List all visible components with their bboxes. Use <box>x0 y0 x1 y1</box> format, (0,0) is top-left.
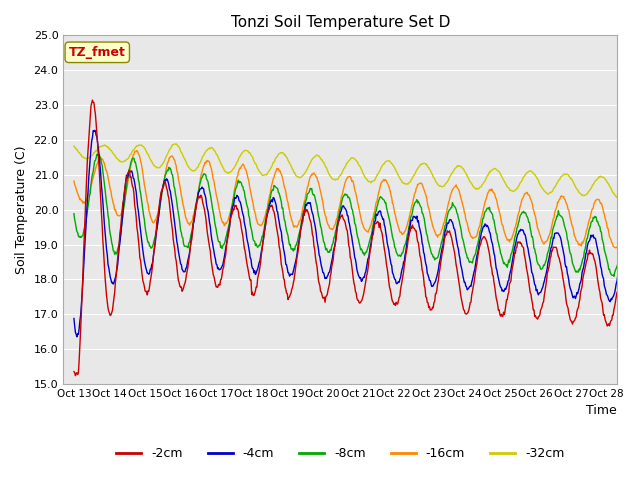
Title: Tonzi Soil Temperature Set D: Tonzi Soil Temperature Set D <box>230 15 450 30</box>
Text: TZ_fmet: TZ_fmet <box>69 46 125 59</box>
X-axis label: Time: Time <box>586 405 617 418</box>
Y-axis label: Soil Temperature (C): Soil Temperature (C) <box>15 145 28 274</box>
Legend: -2cm, -4cm, -8cm, -16cm, -32cm: -2cm, -4cm, -8cm, -16cm, -32cm <box>111 442 570 465</box>
